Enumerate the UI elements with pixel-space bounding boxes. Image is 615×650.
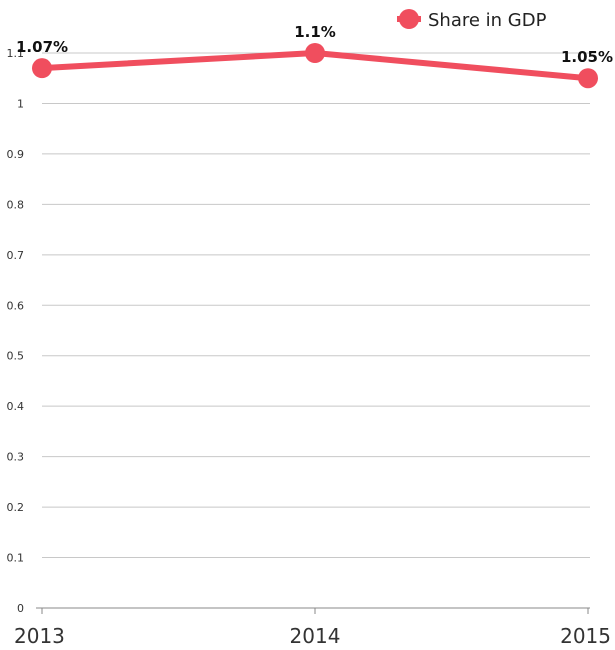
y-tick-label: 1 [17,97,24,110]
y-axis: 0 0.1 0.2 0.3 0.4 0.5 0.6 0.7 0.8 0.9 1 1.1 [7,47,25,615]
data-point [32,58,52,79]
data-label: 1.07% [16,38,68,56]
data-label: 1.05% [561,48,613,66]
legend-dot-marker [399,9,419,29]
x-tick-label: 2013 [14,624,65,648]
y-tick-label: 0.8 [7,198,25,211]
x-tick-label: 2014 [290,624,341,648]
y-tick-label: 1.1 [7,47,25,60]
data-point [578,68,598,89]
series-share-in-gdp: 1.07% 1.1% 1.05% [16,23,613,89]
y-tick-label: 0.5 [7,350,25,363]
y-tick-label: 0.4 [7,400,25,413]
x-axis: 2013 2014 2015 [14,607,611,648]
y-tick-label: 0.1 [7,552,25,565]
data-label: 1.1% [294,23,336,41]
y-tick-label: 0.3 [7,451,25,464]
gridlines [42,52,590,609]
legend: Share in GDP [397,9,547,31]
y-tick-label: 0.9 [7,148,25,161]
x-tick-label: 2015 [560,624,611,648]
y-tick-label: 0.2 [7,501,25,514]
y-tick-label: 0.6 [7,299,25,312]
legend-label: Share in GDP [428,10,547,31]
y-tick-label: 0 [17,602,24,615]
y-tick-label: 0.7 [7,249,25,262]
data-point [305,43,325,63]
